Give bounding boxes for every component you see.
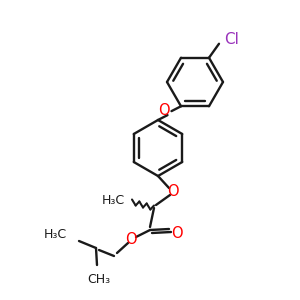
Text: H₃C: H₃C bbox=[102, 194, 125, 208]
Text: CH₃: CH₃ bbox=[87, 273, 111, 286]
Text: O: O bbox=[158, 103, 169, 118]
Text: O: O bbox=[167, 184, 179, 199]
Text: O: O bbox=[125, 232, 137, 247]
Text: Cl: Cl bbox=[224, 32, 239, 47]
Text: O: O bbox=[171, 226, 183, 242]
Text: H₃C: H₃C bbox=[44, 229, 67, 242]
